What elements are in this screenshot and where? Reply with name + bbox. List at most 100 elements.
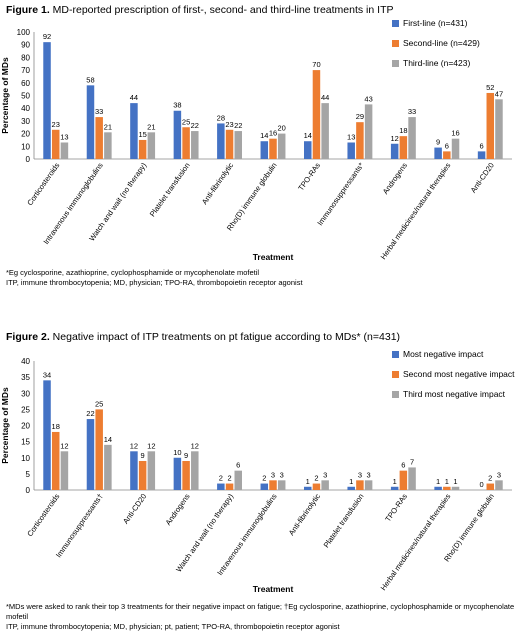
bar-s2-7 [312, 70, 321, 159]
y-axis-title: Percentage of MDs [0, 387, 10, 464]
bar-s1-5 [217, 483, 225, 490]
bar-s3-1 [60, 451, 69, 490]
bar-s1-9 [390, 143, 399, 159]
bar-s3-7 [321, 103, 329, 159]
data-label: 3 [367, 470, 371, 479]
data-label: 70 [312, 60, 320, 69]
bar-s1-2 [86, 419, 95, 490]
x-tick-label: Rho(D) immune globulin [225, 161, 279, 232]
x-tick-label: Anti-fibrinolytic [200, 161, 235, 206]
bar-s1-4 [173, 457, 182, 490]
bar-s1-8 [347, 142, 355, 159]
x-tick-label: Platelet transfusion [322, 492, 366, 549]
x-tick-label: Anti-CD20 [469, 161, 496, 195]
bar-s2-6 [269, 138, 277, 159]
data-label: 18 [399, 126, 407, 135]
bar-s3-3 [147, 451, 156, 490]
data-label: 1 [445, 477, 449, 486]
data-label: 3 [323, 470, 327, 479]
y-tick-label: 30 [21, 389, 30, 398]
data-label: 12 [191, 441, 199, 450]
data-label: 22 [234, 121, 242, 130]
data-label: 44 [130, 93, 138, 102]
data-label: 3 [271, 470, 275, 479]
bar-s1-5 [217, 123, 225, 159]
data-label: 2 [227, 474, 231, 483]
bar-s3-10 [451, 486, 460, 490]
data-label: 14 [304, 131, 312, 140]
figure1-title: Figure 1. MD-reported prescription of fi… [6, 4, 393, 16]
bar-s1-10 [434, 486, 442, 490]
data-label: 3 [497, 470, 501, 479]
data-label: 25 [182, 117, 190, 126]
data-label: 2 [314, 474, 318, 483]
bar-s2-4 [182, 460, 190, 490]
legend-label-1: First-line (n=431) [403, 18, 468, 28]
data-label: 12 [60, 441, 68, 450]
data-label: 38 [173, 101, 181, 110]
x-tick-label: Herbal medicines/natural therapies [379, 161, 453, 261]
y-tick-label: 20 [21, 422, 30, 431]
bar-s1-3 [130, 451, 138, 490]
figure1-footnote-2: ITP, immune thrombocytopenia; MD, physic… [6, 278, 303, 287]
data-label: 21 [147, 122, 155, 131]
data-label: 12 [147, 441, 155, 450]
figure2-footnote-2: ITP, immune thrombocytopenia; MD, physic… [6, 622, 340, 631]
bar-s3-2 [104, 132, 112, 159]
bar-s3-9 [408, 117, 416, 159]
x-tick-label: TPO-RAs [296, 161, 322, 193]
y-tick-label: 90 [21, 41, 30, 50]
data-label: 22 [191, 121, 199, 130]
bar-s2-3 [138, 460, 147, 490]
bar-s2-10 [443, 486, 451, 490]
figure2-title: Figure 2. Negative impact of ITP treatme… [6, 331, 400, 343]
bar-s2-9 [399, 136, 408, 159]
bar-s1-1 [43, 42, 51, 159]
data-label: 9 [184, 451, 188, 460]
data-label: 29 [356, 112, 364, 121]
data-label: 34 [43, 370, 51, 379]
legend-swatch-3 [392, 391, 399, 398]
data-label: 16 [269, 129, 277, 138]
bar-s3-9 [408, 467, 416, 490]
bar-s1-7 [304, 486, 312, 490]
data-label: 16 [451, 129, 459, 138]
bar-s1-11 [477, 151, 486, 159]
x-tick-label: Herbal medicines/natural therapies [379, 492, 453, 592]
legend-swatch-1 [392, 351, 399, 358]
bar-s2-9 [399, 470, 408, 490]
bar-s2-10 [443, 151, 451, 159]
data-label: 23 [52, 120, 60, 129]
data-label: 33 [408, 107, 416, 116]
x-tick-label: Rho(D) immune globulin [442, 492, 496, 563]
bar-s2-2 [95, 409, 103, 490]
y-tick-label: 25 [21, 405, 30, 414]
x-axis-title: Treatment [253, 252, 294, 262]
bar-s3-10 [451, 138, 460, 159]
bar-s1-2 [86, 85, 95, 159]
x-tick-label: Anti-fibrinolytic [287, 492, 322, 537]
bar-s2-4 [182, 127, 190, 159]
y-tick-label: 60 [21, 79, 30, 88]
y-tick-label: 15 [21, 438, 30, 447]
figure2-title-text: Negative impact of ITP treatments on pt … [49, 331, 401, 343]
figure1-title-text: MD-reported prescription of first-, seco… [49, 4, 394, 16]
data-label: 6 [401, 461, 405, 470]
bar-s2-6 [269, 480, 277, 490]
data-label: 43 [364, 94, 372, 103]
bar-s3-1 [60, 142, 69, 159]
bar-s3-11 [495, 99, 503, 159]
data-label: 92 [43, 32, 51, 41]
y-tick-label: 10 [21, 142, 30, 151]
y-tick-label: 30 [21, 117, 30, 126]
legend-label-1: Most negative impact [403, 349, 484, 359]
bar-s2-11 [486, 483, 495, 490]
y-tick-label: 0 [26, 155, 31, 164]
bar-s3-5 [234, 470, 242, 490]
data-label: 1 [436, 477, 440, 486]
bar-s2-2 [95, 117, 103, 159]
data-label: 12 [130, 441, 138, 450]
data-label: 15 [138, 130, 146, 139]
bar-s3-11 [495, 480, 503, 490]
